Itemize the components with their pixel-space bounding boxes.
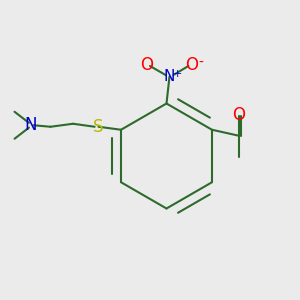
Text: S: S xyxy=(93,118,104,136)
Text: -: - xyxy=(198,56,203,70)
Text: +: + xyxy=(172,69,182,79)
Text: N: N xyxy=(25,116,37,134)
Text: O: O xyxy=(140,56,154,74)
Text: N: N xyxy=(164,69,175,84)
Text: O: O xyxy=(185,56,199,74)
Text: O: O xyxy=(232,106,245,124)
